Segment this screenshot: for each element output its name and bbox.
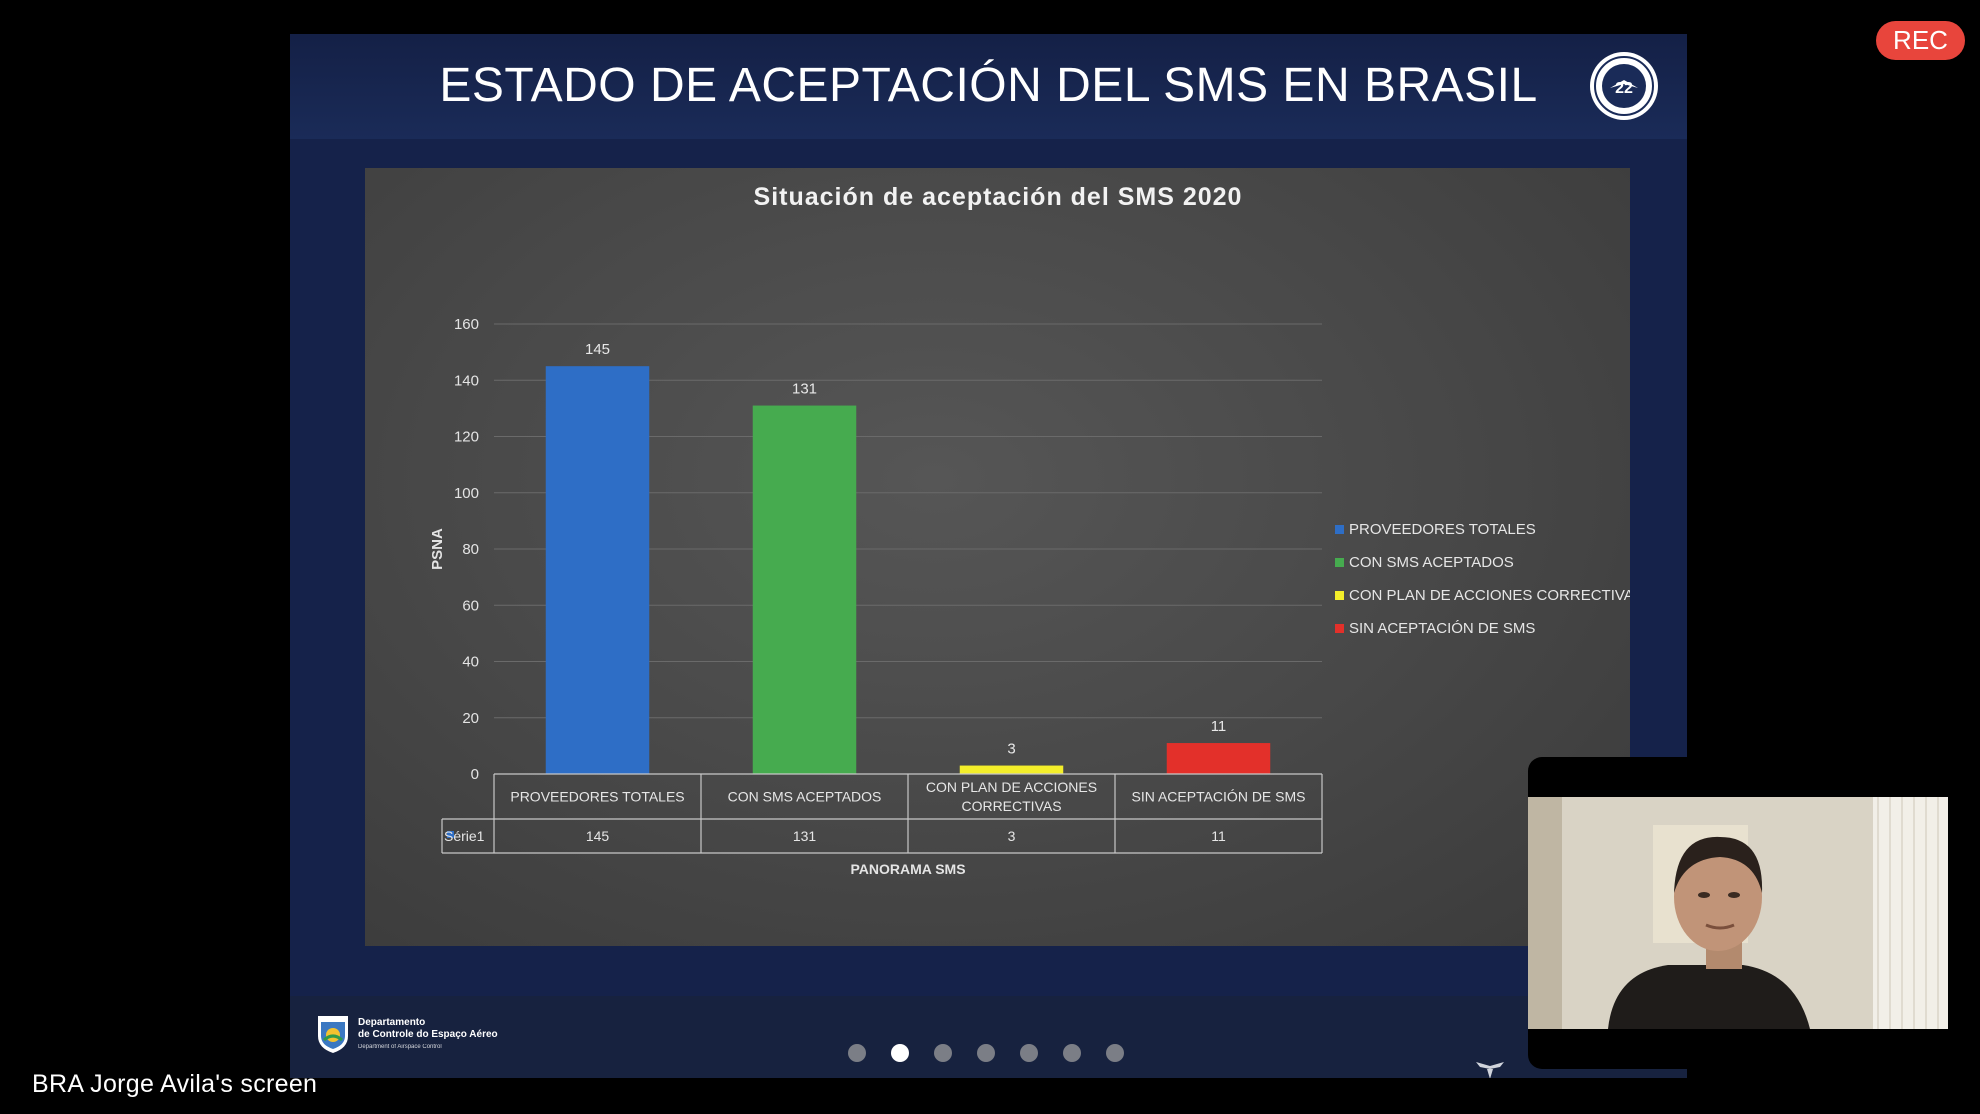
y-axis-label: PSNA <box>429 528 446 570</box>
series-key-swatch <box>447 831 454 838</box>
participant-video-frame <box>1528 797 1948 1029</box>
y-tick-label: 40 <box>462 654 479 671</box>
table-value-cell: 131 <box>793 828 817 844</box>
bar-value-label: 145 <box>585 341 610 358</box>
slide-dot-4[interactable] <box>977 1044 995 1062</box>
slide-title: ESTADO DE ACEPTACIÓN DEL SMS EN BRASIL <box>439 59 1538 112</box>
recording-badge: REC <box>1876 21 1965 60</box>
slide-dot-6[interactable] <box>1063 1044 1081 1062</box>
table-value-cell: 3 <box>1008 828 1016 844</box>
series-name-cell: Série1 <box>444 828 485 844</box>
decea-shield-icon <box>318 1016 348 1053</box>
x-category-label: PROVEEDORES TOTALES <box>510 789 684 805</box>
y-tick-label: 60 <box>462 597 479 614</box>
slide-dot-2[interactable] <box>891 1044 909 1062</box>
y-tick-label: 80 <box>462 541 479 558</box>
bar-2 <box>752 405 857 774</box>
y-tick-label: 120 <box>454 429 479 446</box>
bar-chart: Situación de aceptación del SMS 2020 0 20 4… <box>429 183 1630 877</box>
table-value-cell: 145 <box>586 828 610 844</box>
bar-value-label: 131 <box>792 381 817 398</box>
x-axis-label: PANORAMA SMS <box>850 861 965 877</box>
bar-1 <box>545 366 650 774</box>
legend-item-label: PROVEEDORES TOTALES <box>1349 521 1536 538</box>
decea-org-name: Departamento de Controle do Espaço Aéreo… <box>358 1017 498 1053</box>
chart-area: Situación de aceptación del SMS 2020 0 20 4… <box>365 168 1630 946</box>
org-line-3: Department of Airspace Control <box>358 1044 442 1050</box>
slide-pagination <box>848 1044 1149 1064</box>
chart-title: Situación de aceptación del SMS 2020 <box>754 183 1243 211</box>
participant-video[interactable] <box>1528 757 1948 1069</box>
slide-dot-1[interactable] <box>848 1044 866 1062</box>
shared-slide: ESTADO DE ACEPTACIÓN DEL SMS EN BRASIL 2… <box>290 34 1687 1078</box>
org-line-1: Departamento <box>358 1017 426 1028</box>
legend-item-label: CON PLAN DE ACCIONES CORRECTIVAS <box>1349 587 1630 604</box>
bar-3 <box>959 765 1064 774</box>
org-line-2: de Controle do Espaço Aéreo <box>358 1029 498 1040</box>
legend-swatch <box>1335 525 1344 534</box>
y-tick-label: 100 <box>454 485 479 502</box>
legend-swatch <box>1335 558 1344 567</box>
bar-value-label: 3 <box>1007 741 1015 758</box>
legend-swatch <box>1335 624 1344 633</box>
y-tick-label: 160 <box>454 316 479 333</box>
y-tick-label: 0 <box>471 766 479 783</box>
table-value-cell: 11 <box>1211 828 1226 844</box>
emblem-icon: 22 <box>1590 52 1658 120</box>
emblem-number: 22 <box>1615 80 1633 97</box>
slide-dot-3[interactable] <box>934 1044 952 1062</box>
slide-header: ESTADO DE ACEPTACIÓN DEL SMS EN BRASIL 2… <box>290 34 1687 139</box>
slide-dot-5[interactable] <box>1020 1044 1038 1062</box>
x-category-label: CORRECTIVAS <box>961 798 1061 814</box>
slide-dot-7[interactable] <box>1106 1044 1124 1062</box>
x-category-label: CON SMS ACEPTADOS <box>728 789 882 805</box>
legend-item-label: CON SMS ACEPTADOS <box>1349 554 1514 571</box>
bar-value-label: 11 <box>1211 718 1227 735</box>
slide-footer <box>290 996 1687 1078</box>
legend-swatch <box>1335 591 1344 600</box>
x-category-label: CON PLAN DE ACCIONES <box>926 779 1097 795</box>
wings-icon <box>1476 1062 1504 1078</box>
y-tick-label: 20 <box>462 710 479 727</box>
y-tick-label: 140 <box>454 372 479 389</box>
x-category-label: SIN ACEPTACIÓN DE SMS <box>1132 789 1306 805</box>
shared-screen-label: BRA Jorge Avila's screen <box>32 1070 318 1098</box>
bar-4 <box>1166 743 1271 774</box>
legend-item-label: SIN ACEPTACIÓN DE SMS <box>1349 620 1535 637</box>
